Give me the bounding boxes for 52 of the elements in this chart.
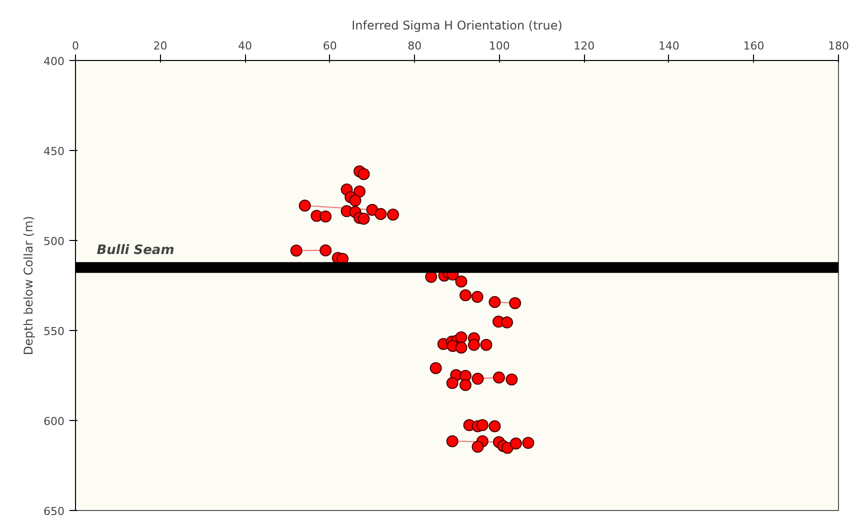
point [471,290,484,303]
band-label: Bulli Seam [96,243,174,258]
point [320,210,332,223]
point [358,212,370,225]
x-tick-label: 40 [238,40,252,52]
point [472,440,484,453]
y-tick-label: 450 [44,145,65,158]
point [522,436,534,449]
point [358,168,370,180]
point [506,373,518,386]
x-tick-label: 20 [153,40,168,52]
point [446,435,458,448]
y-tick-label: 650 [44,505,65,518]
point [290,244,302,257]
y-tick-label: 500 [44,235,65,248]
point [320,244,332,256]
point [386,208,399,221]
x-tick-label: 140 [658,40,680,52]
point [374,208,387,220]
point [472,372,484,385]
point [349,194,362,207]
point [492,371,505,384]
point [455,331,468,344]
point [476,419,488,432]
x-tick-label: 0 [72,40,79,52]
y-tick-label: 550 [44,325,65,338]
y-tick-label: 600 [44,415,65,428]
point [509,297,522,310]
x-tick-label: 60 [322,40,337,52]
point [480,338,492,351]
point [459,379,472,392]
x-tick-label: 120 [574,40,595,52]
y-axis-title: Depth below Collar (m) [22,216,36,356]
point [366,204,378,216]
point [455,342,468,354]
point [510,438,522,450]
point [430,362,442,374]
point [501,316,514,328]
x-tick-label: 80 [408,40,422,52]
x-tick-label: 180 [828,40,849,52]
point [459,289,472,302]
point [446,377,458,390]
point [455,276,468,288]
x-tick-label: 160 [743,40,764,52]
point [468,338,480,351]
point [298,200,311,212]
point [354,186,366,198]
point [488,296,501,308]
point [488,420,501,432]
x-axis-title: Inferred Sigma H Orientation (true) [352,18,562,32]
x-tick-label: 100 [488,40,510,52]
y-tick-label: 400 [44,55,65,68]
